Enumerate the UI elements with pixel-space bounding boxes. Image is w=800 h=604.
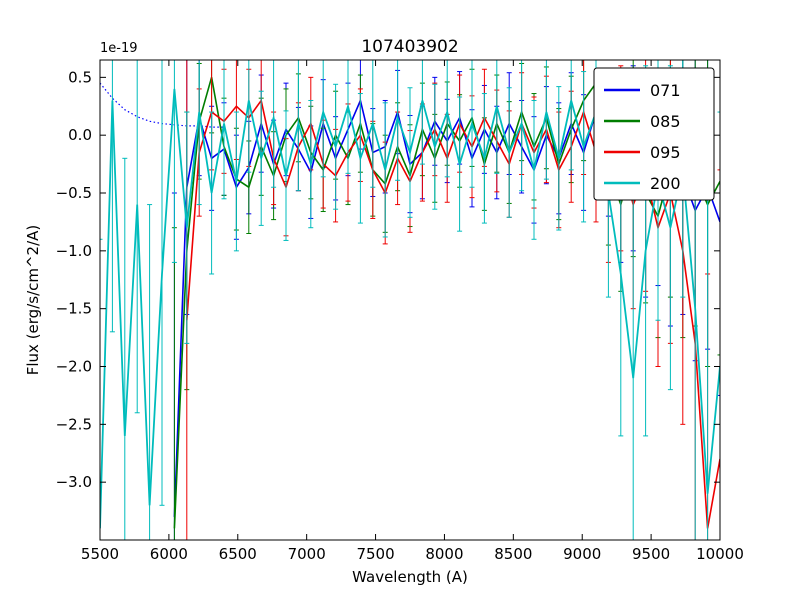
- series-200: [100, 60, 720, 540]
- y-offset-label: 1e-19: [100, 41, 138, 56]
- legend-label: 071: [650, 81, 681, 100]
- y-tick-label: 0.0: [68, 126, 92, 144]
- legend-label: 085: [650, 112, 681, 131]
- legend-label: 200: [650, 174, 681, 193]
- y-tick-label: −2.5: [56, 415, 92, 433]
- y-tick-label: 0.5: [68, 68, 92, 86]
- y-tick-label: −1.0: [56, 242, 92, 260]
- y-tick-label: −0.5: [56, 184, 92, 202]
- legend: 071 085 095 200: [593, 67, 715, 201]
- series-layer: [100, 60, 720, 540]
- x-tick-label: 8000: [425, 545, 463, 563]
- y-tick-label: −3.0: [56, 473, 92, 491]
- x-tick-label: 9500: [632, 545, 670, 563]
- chart-title: 107403902: [361, 37, 458, 57]
- axes-frame: [99, 59, 721, 541]
- x-tick-label: 7000: [288, 545, 326, 563]
- x-tick-label: 8500: [494, 545, 532, 563]
- y-axis-label: Flux (erg/s/cm^2/A): [24, 225, 42, 376]
- x-tick-label: 7500: [356, 545, 394, 563]
- x-tick-label: 9000: [563, 545, 601, 563]
- x-tick-label: 6000: [150, 545, 188, 563]
- y-tick-label: −2.0: [56, 358, 92, 376]
- x-tick-label: 6500: [219, 545, 257, 563]
- legend-label: 095: [650, 143, 681, 162]
- x-axis-label: Wavelength (A): [352, 568, 468, 586]
- x-tick-label: 10000: [696, 545, 744, 563]
- legend-box: [593, 67, 715, 201]
- y-tick-label: −1.5: [56, 300, 92, 318]
- x-tick-label: 5500: [81, 545, 119, 563]
- series-line-200: [100, 88, 720, 529]
